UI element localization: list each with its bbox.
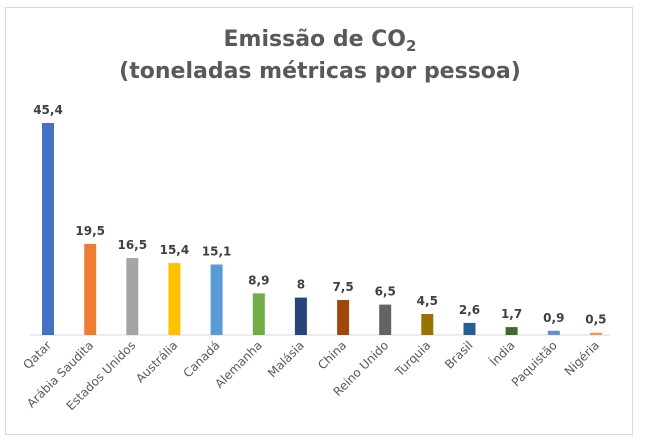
bar-china (337, 300, 350, 335)
bar-turquia (421, 314, 434, 335)
bar-australia (168, 263, 181, 335)
x-tick-nigeria: Nigéria (562, 338, 602, 378)
data-label-turquia: 4,5 (417, 294, 438, 308)
chart-subtitle: (toneladas métricas por pessoa) (119, 59, 521, 84)
x-tick-turquia: Turquia (392, 338, 434, 380)
data-label-canada: 15,1 (202, 245, 232, 259)
bar-india (505, 327, 518, 335)
bar-brasil (463, 322, 476, 335)
data-label-alemanha: 8,9 (248, 273, 269, 287)
x-tick-australia: Austrália (133, 338, 180, 385)
data-labels-group: 45,4 19,5 16,5 15,4 15,1 8,9 8 7,5 6,5 4,5 2,6 1,7 0… (33, 103, 606, 327)
data-label-reino-unido: 6,5 (375, 285, 396, 299)
x-tick-brasil: Brasil (442, 338, 476, 372)
bar-alemanha (252, 293, 265, 335)
data-label-china: 7,5 (332, 280, 353, 294)
bar-reino-unido (379, 304, 392, 335)
bar-arabia-saudita (84, 243, 97, 335)
chart-title-subscript: 2 (406, 37, 416, 55)
bar-nigeria (589, 332, 602, 335)
data-label-estados-unidos: 16,5 (117, 238, 147, 252)
data-label-brasil: 2,6 (459, 303, 480, 317)
bar-estados-unidos (126, 258, 139, 335)
chart-title-main: Emissão de CO (224, 27, 406, 52)
data-label-australia: 15,4 (160, 243, 190, 257)
data-label-paquistao: 0,9 (543, 311, 564, 325)
data-label-nigeria: 0,5 (585, 313, 606, 327)
data-label-india: 1,7 (501, 307, 522, 321)
bars-group (42, 123, 602, 335)
data-label-malasia: 8 (297, 278, 305, 292)
x-tick-canada: Canadá (181, 338, 223, 380)
x-tick-malasia: Malásia (265, 338, 307, 380)
x-tick-china: China (315, 338, 349, 372)
x-tick-paquistao: Paquistão (509, 338, 560, 389)
bar-qatar (42, 123, 54, 335)
data-label-qatar: 45,4 (33, 103, 63, 117)
bar-paquistao (547, 330, 560, 335)
x-tick-india: Índia (486, 338, 517, 369)
data-label-arabia-saudita: 19,5 (75, 224, 105, 238)
chart-title: Emissão de CO2 (224, 27, 417, 55)
chart-area (5, 7, 633, 435)
bar-canada (210, 264, 223, 335)
x-tick-qatar: Qatar (20, 338, 54, 372)
bar-malasia (294, 297, 307, 335)
